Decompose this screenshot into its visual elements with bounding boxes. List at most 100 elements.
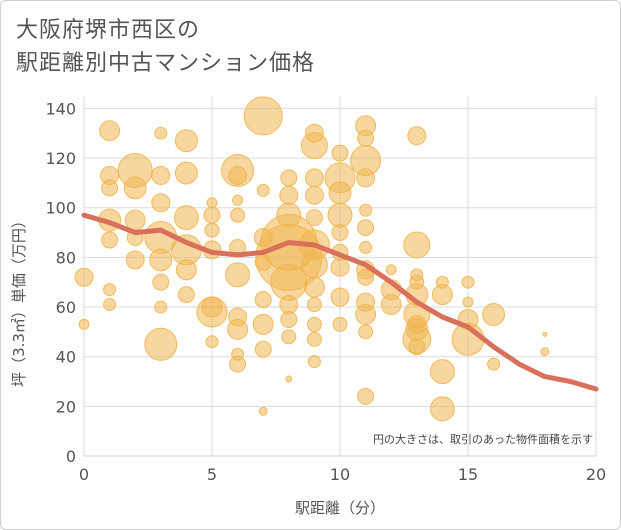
y-axis-label: 坪（3.3㎡）単価（万円）	[10, 213, 28, 387]
bubble-point	[258, 406, 268, 416]
bubble-point	[462, 296, 474, 308]
bubble-point	[331, 224, 349, 242]
bubble-point	[174, 161, 198, 185]
axis-ticks: 0 5 10 15 20 0 20 40 60 80 100 120 140	[45, 99, 606, 484]
bubble-point	[125, 250, 145, 270]
chart-title-line-2: 駅距離別中古マンション価格	[16, 51, 316, 76]
bubble-point	[542, 331, 548, 337]
bubble-point	[196, 296, 228, 328]
x-tick-label: 15	[458, 465, 478, 484]
bubble-point	[540, 347, 550, 357]
bubble-point	[429, 396, 455, 422]
bubble-point	[403, 231, 431, 259]
bubble-point	[357, 387, 375, 405]
bubble-point	[177, 286, 195, 304]
bubble-point	[431, 284, 453, 306]
bubble-point	[229, 355, 247, 373]
bubble-point	[205, 335, 219, 349]
bubble-point	[228, 165, 248, 185]
y-tick-label: 80	[56, 248, 76, 267]
bubble-point	[305, 209, 323, 227]
y-tick-label: 100	[45, 199, 76, 218]
bubble-point	[307, 355, 321, 369]
x-tick-label: 0	[79, 465, 89, 484]
bubble-point	[407, 126, 427, 146]
bubble-point	[152, 273, 170, 291]
bubble-point	[78, 318, 90, 330]
trend-line	[81, 212, 599, 392]
bubble-point	[332, 316, 348, 332]
bubble-point	[429, 359, 455, 385]
bubble-point	[487, 357, 501, 371]
bubble-point	[124, 209, 146, 231]
x-tick-label: 10	[330, 465, 350, 484]
bubble-point	[230, 207, 246, 223]
bubble-point	[151, 193, 171, 213]
x-tick-label: 20	[586, 465, 606, 484]
bubble-point	[227, 318, 249, 340]
bubble-point	[357, 268, 375, 286]
bubble-point	[303, 276, 325, 298]
y-tick-label: 40	[56, 348, 76, 367]
bubble-point	[285, 375, 293, 383]
bubble-point	[279, 185, 299, 205]
bubble-point	[101, 231, 119, 249]
bubble-point	[306, 297, 322, 313]
bubble-point	[151, 165, 171, 185]
y-tick-label: 120	[45, 149, 76, 168]
bubble-point	[103, 283, 117, 297]
bubble-point	[306, 331, 322, 347]
bubble-point	[482, 302, 506, 326]
bubble-point	[306, 316, 322, 332]
bubble-point	[280, 310, 298, 328]
bubble-point	[243, 96, 283, 136]
x-axis-label: 駅距離（分）	[295, 499, 385, 517]
chart-title: 大阪府堺市西区の 駅距離別中古マンション価格	[16, 14, 315, 80]
bubble-point	[331, 144, 349, 162]
bubble-point	[270, 263, 308, 301]
bubble-series	[74, 96, 550, 422]
bubble-point	[174, 129, 198, 153]
bubble-point	[280, 169, 298, 187]
bubble-point	[281, 329, 297, 345]
bubble-point	[304, 185, 324, 205]
bubble-point	[359, 240, 373, 254]
bubble-point	[408, 338, 426, 356]
bubble-point	[380, 294, 402, 316]
size-note: 円の大きさは、取引のあった物件面積を示す	[373, 432, 593, 446]
bubble-point	[154, 126, 168, 140]
bubble-point	[101, 179, 119, 197]
bubble-point	[103, 298, 117, 312]
bubble-point	[357, 219, 375, 237]
bubble-point	[356, 168, 376, 188]
bubble-point	[357, 129, 375, 147]
bubble-point	[232, 194, 244, 206]
bubble-point	[300, 251, 328, 279]
bubble-point	[206, 197, 218, 209]
bubble-point	[328, 181, 352, 205]
y-tick-label: 140	[45, 99, 76, 118]
bubble-point	[355, 303, 377, 325]
bubble-point	[359, 203, 373, 217]
bubble-point	[154, 300, 168, 314]
y-tick-label: 20	[56, 397, 76, 416]
bubble-point	[99, 120, 121, 142]
bubble-point	[173, 205, 199, 231]
bubble-point	[204, 222, 220, 238]
bubble-point	[385, 264, 397, 276]
x-tick-label: 5	[207, 465, 217, 484]
bubble-point	[300, 132, 328, 160]
bubble-point	[330, 257, 350, 277]
bubble-point	[254, 340, 272, 358]
y-tick-label: 60	[56, 298, 76, 317]
bubble-point	[330, 287, 350, 307]
bubble-point	[358, 324, 374, 340]
bubble-point	[256, 183, 270, 197]
bubble-point	[304, 168, 324, 188]
bubble-point	[144, 327, 178, 361]
bubble-point	[225, 262, 251, 288]
bubble-point	[254, 291, 272, 309]
bubble-point	[252, 313, 274, 335]
bubble-point	[123, 176, 147, 200]
